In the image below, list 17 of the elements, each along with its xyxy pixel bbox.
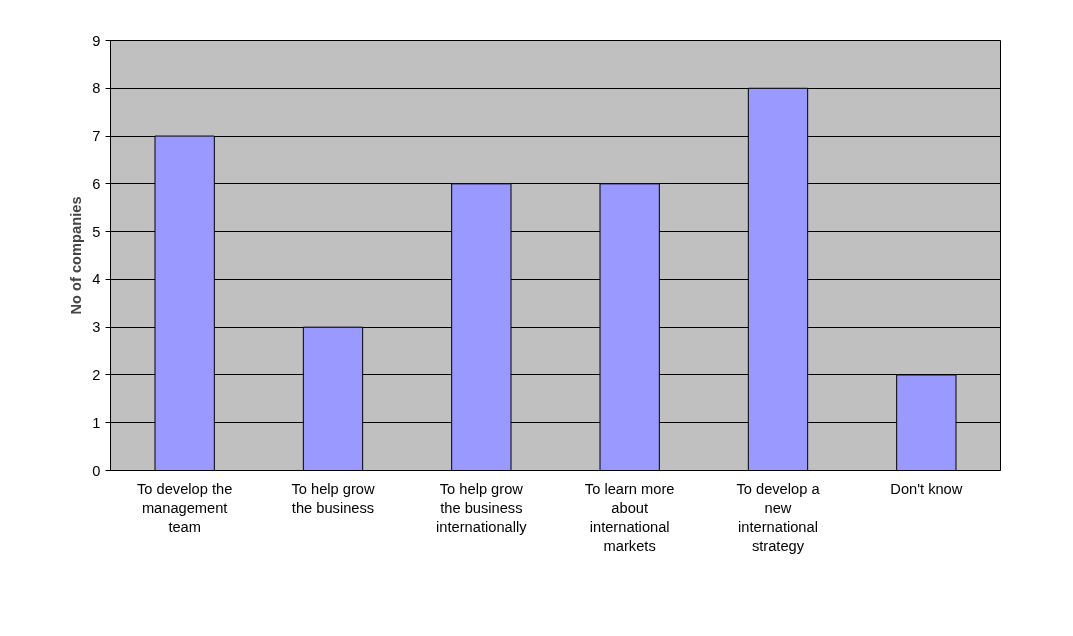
- y-tick-label: 0: [92, 462, 101, 479]
- x-tick-label: To develop a new international strategy: [736, 480, 821, 555]
- y-axis-title: No of companies: [68, 196, 85, 315]
- y-tick-label: 5: [92, 223, 101, 240]
- y-tick-label: 3: [92, 319, 101, 336]
- y-tick-label: 9: [92, 32, 101, 49]
- x-tick-label: Don't know: [890, 480, 963, 497]
- x-tick-label: To help grow the business: [291, 480, 375, 516]
- y-tick-label: 8: [92, 80, 101, 97]
- y-tick-label: 4: [92, 271, 101, 288]
- x-tick-label: To learn more about international markets: [584, 480, 675, 555]
- y-tick-label: 1: [92, 414, 101, 431]
- y-tick-label: 6: [92, 175, 101, 192]
- x-tick-label: To develop the management team: [137, 480, 233, 535]
- y-tick-label: 2: [92, 366, 101, 383]
- y-tick-label: 7: [92, 128, 101, 145]
- x-tick-label: To help grow the business internationally: [436, 480, 528, 535]
